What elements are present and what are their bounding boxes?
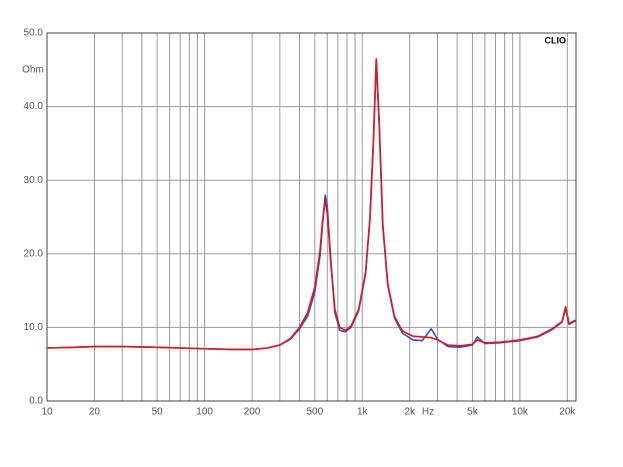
y-tick-label: 0.0 (29, 396, 43, 407)
x-tick-label: 2k (404, 407, 416, 418)
x-tick-label: 100 (196, 407, 213, 418)
annotation: CLIO (545, 35, 567, 45)
y-tick-label: 30.0 (24, 175, 44, 186)
y-tick-label: 20.0 (24, 248, 44, 259)
x-tick-label: 10 (41, 407, 53, 418)
y-axis-label: Ohm (22, 65, 44, 76)
x-tick-label: 20k (559, 407, 576, 418)
y-tick-label: 40.0 (24, 101, 44, 112)
y-tick-label: 10.0 (24, 322, 44, 333)
x-tick-label: 50 (152, 407, 164, 418)
x-tick-label: 500 (306, 407, 323, 418)
series-line (46, 59, 576, 351)
x-tick-label: 10k (512, 407, 529, 418)
x-tick-label: 200 (244, 407, 261, 418)
y-tick-label: 50.0 (24, 28, 44, 39)
plot-frame (46, 32, 577, 402)
x-tick-label: 20 (89, 407, 101, 418)
x-tick-label: 5k (467, 407, 479, 418)
x-tick-label: 1k (357, 407, 369, 418)
x-axis-label: Hz (422, 407, 434, 418)
series-line (46, 57, 576, 351)
